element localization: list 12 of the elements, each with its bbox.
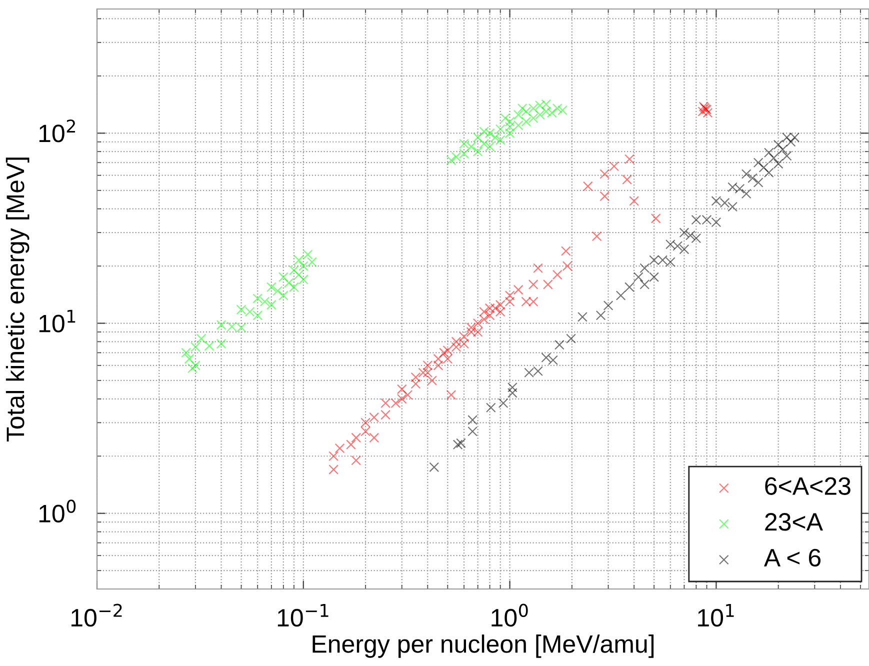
y-tick-label: 10$^{2}$: [39, 119, 75, 142]
y-tick-label: 10$^{0}$: [39, 500, 76, 522]
legend-label: A < 6: [764, 548, 821, 567]
legend-label: 23<A: [765, 513, 823, 531]
x-tick-label: 10$^{1}$: [698, 604, 734, 627]
x-tick-label: 10$^{−1}$: [278, 604, 328, 627]
y-axis-title: Total kinetic energy [MeV]: [6, 158, 30, 442]
legend-label: 6<A<23: [765, 477, 850, 495]
y-tick-label: 10$^{1}$: [39, 310, 76, 332]
x-tick-label: 10$^{0}$: [492, 604, 528, 627]
x-tick-label: 10$^{−2}$: [72, 604, 122, 627]
x-axis-title: Energy per nucleon [MeV/amu]: [312, 634, 654, 658]
